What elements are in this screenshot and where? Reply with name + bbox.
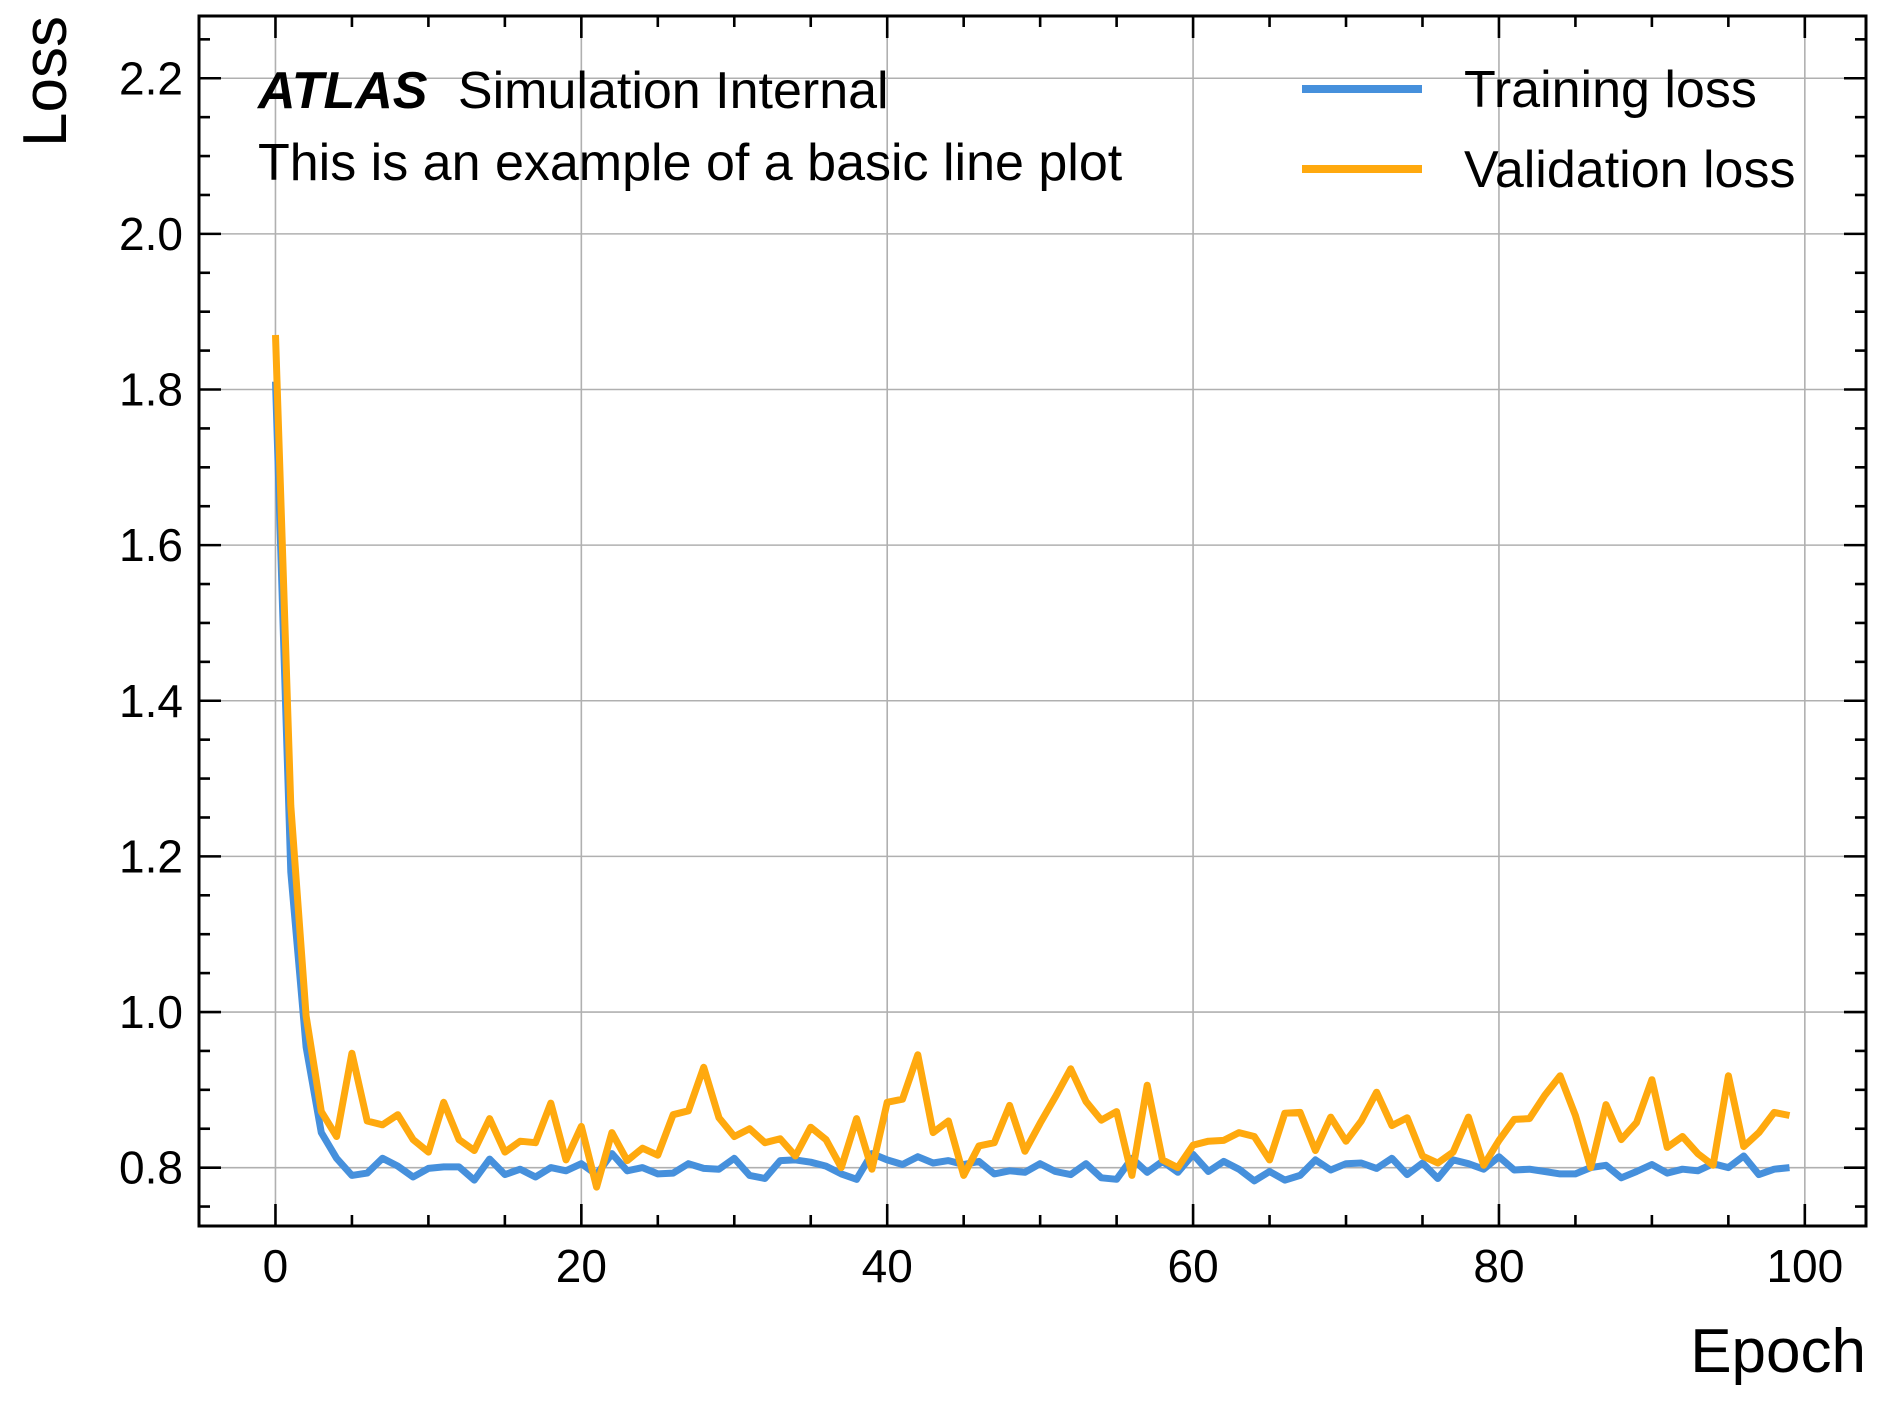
tick-layer <box>197 16 1866 1226</box>
y-tick-label: 0.8 <box>119 1142 183 1194</box>
y-tick-label: 2.0 <box>119 208 183 260</box>
series-line <box>272 334 1791 1191</box>
x-tick-label: 20 <box>556 1240 607 1292</box>
y-tick-label: 1.6 <box>119 519 183 571</box>
legend-label: Validation loss <box>1464 141 1795 199</box>
atlas-label: ATLAS Simulation Internal <box>256 62 889 120</box>
series-line <box>272 381 1790 1185</box>
x-tick-label: 60 <box>1167 1240 1218 1292</box>
x-axis-title: Epoch <box>1690 1317 1866 1386</box>
x-tick-label: 0 <box>263 1240 289 1292</box>
experiment-label: ATLAS <box>256 62 428 120</box>
legend: Training loss Validation loss <box>1302 61 1795 199</box>
x-tick-label: 100 <box>1766 1240 1843 1292</box>
grid-layer <box>199 16 1866 1226</box>
y-tick-label: 1.2 <box>119 830 183 882</box>
tick-label-layer: 0 20 40 60 80 100 0.8 1.0 1.2 1.4 1.6 1.8 2.0 2.2 <box>119 52 1843 1292</box>
status-label: Simulation Internal <box>458 62 889 120</box>
y-tick-label: 1.4 <box>119 675 183 727</box>
plot-frame <box>197 14 1868 1228</box>
y-axis-title: Loss <box>11 16 80 147</box>
series-layer <box>272 334 1791 1191</box>
x-tick-label: 80 <box>1473 1240 1524 1292</box>
y-tick-label: 1.0 <box>119 986 183 1038</box>
y-tick-label: 1.8 <box>119 364 183 416</box>
y-tick-label: 2.2 <box>119 52 183 104</box>
subtitle-label: This is an example of a basic line plot <box>258 134 1123 192</box>
x-tick-label: 40 <box>862 1240 913 1292</box>
legend-label: Training loss <box>1464 61 1757 119</box>
